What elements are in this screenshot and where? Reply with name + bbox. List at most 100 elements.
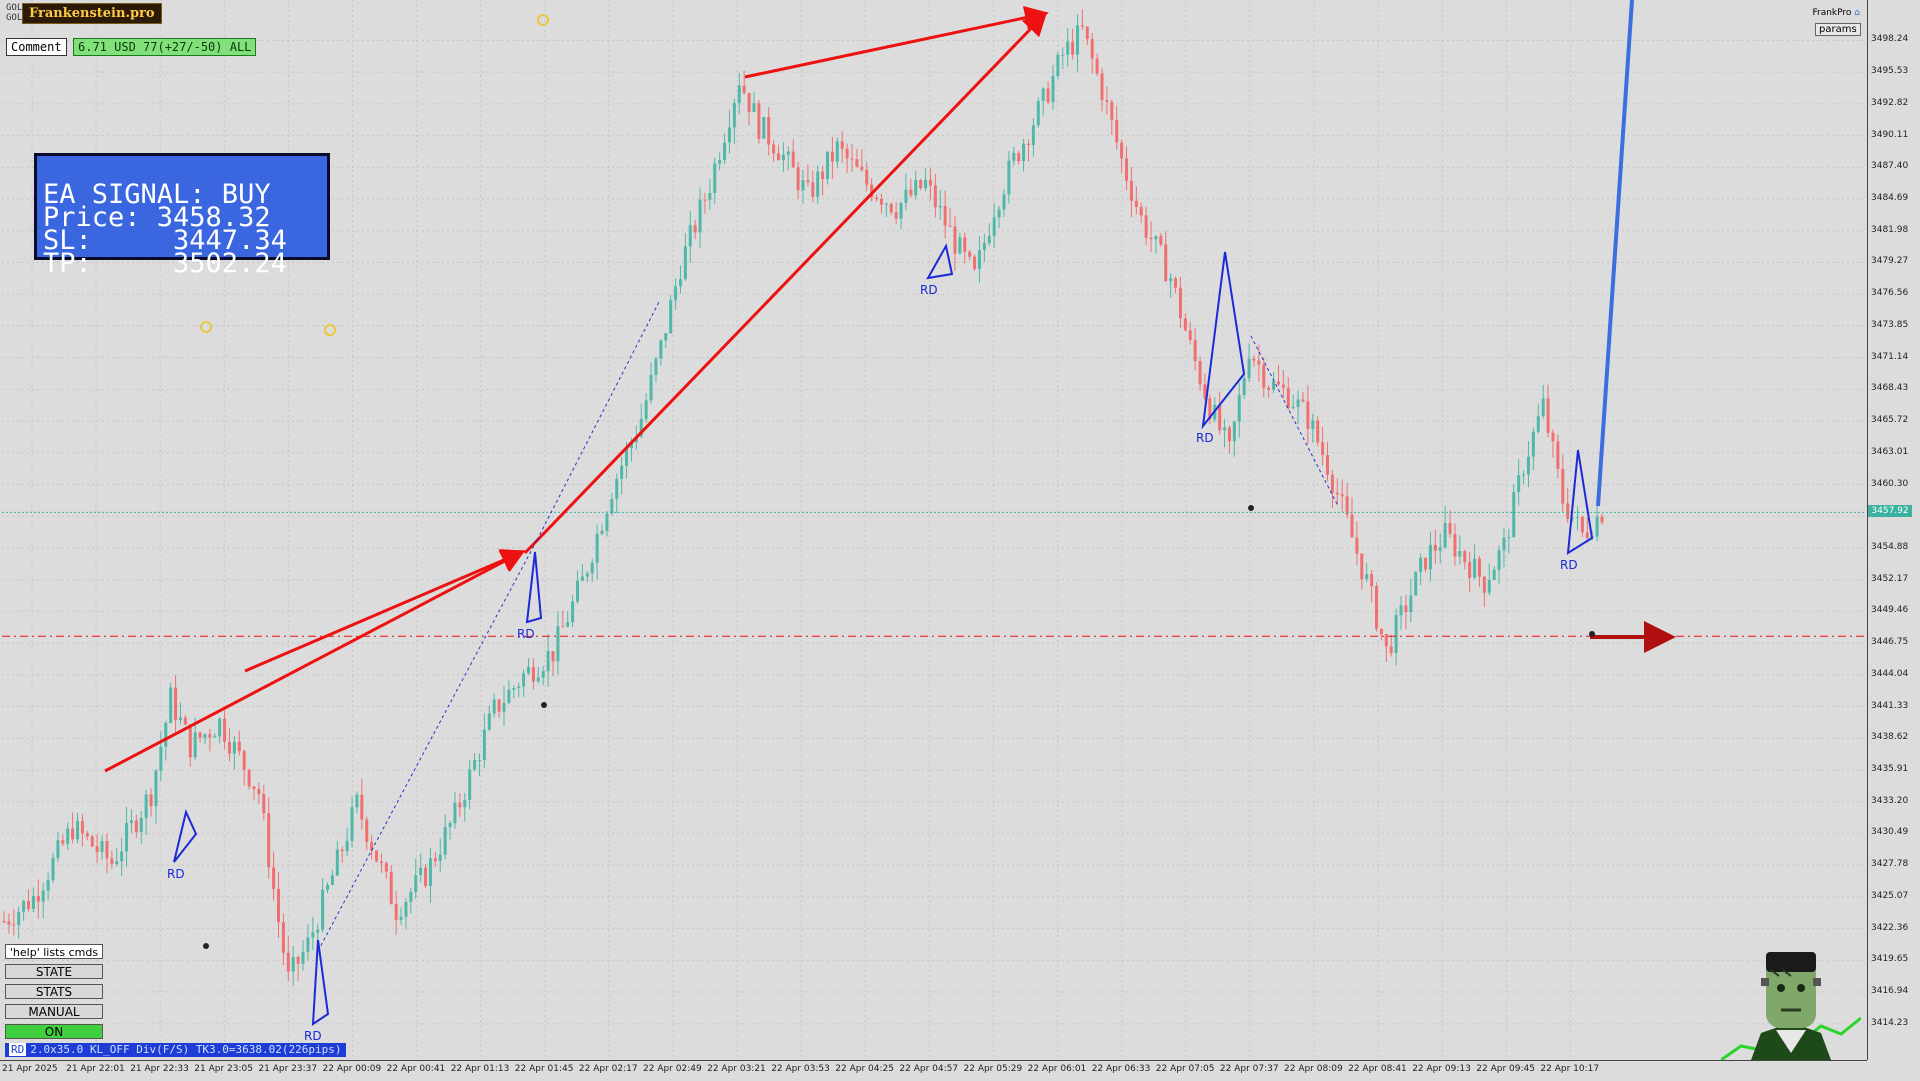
signal-direction: EA SIGNAL: BUY xyxy=(43,179,271,210)
candle-body xyxy=(512,688,516,690)
candle-body xyxy=(453,802,457,824)
candle-body xyxy=(1389,646,1393,653)
trade-exit-marker xyxy=(203,943,209,949)
candle-body xyxy=(904,189,908,203)
candle-body xyxy=(1536,416,1540,432)
candle-body xyxy=(561,626,565,628)
time-tick-label: 22 Apr 08:41 xyxy=(1348,1064,1407,1074)
candle-body xyxy=(884,203,888,205)
candle-body xyxy=(370,842,374,851)
candle-body xyxy=(1350,514,1354,538)
candle-body xyxy=(326,884,330,890)
time-axis[interactable] xyxy=(0,1060,1867,1081)
candle-body xyxy=(1502,537,1506,551)
candle-body xyxy=(1546,398,1550,433)
candle-body xyxy=(115,861,119,864)
candle-body xyxy=(227,741,231,754)
candle-body xyxy=(375,850,379,862)
candle-body xyxy=(1012,152,1016,161)
brand-logo[interactable]: Frankenstein.pro xyxy=(22,3,162,24)
stats-button[interactable]: STATS xyxy=(5,984,103,999)
candle-body xyxy=(1144,215,1148,238)
time-tick-label: 22 Apr 10:17 xyxy=(1540,1064,1600,1074)
candle-body xyxy=(1267,387,1271,390)
candle-body xyxy=(183,717,187,725)
candle-body xyxy=(144,794,148,818)
candle-body xyxy=(664,333,668,341)
candle-body xyxy=(1463,551,1467,563)
candle-body xyxy=(1164,244,1168,282)
price-tick-label: 3476.56 xyxy=(1871,288,1909,299)
candle-body xyxy=(1095,58,1099,74)
time-tick-label: 22 Apr 00:41 xyxy=(386,1064,446,1074)
candle-body xyxy=(683,246,687,280)
candle-body xyxy=(482,729,486,760)
candle-body xyxy=(1178,287,1182,319)
candle-body xyxy=(1404,605,1408,613)
candle-body xyxy=(860,166,864,170)
candle-body xyxy=(977,250,981,269)
candle-body xyxy=(1076,25,1080,55)
candle-body xyxy=(1247,358,1251,379)
candle-body xyxy=(12,924,16,926)
status-tag: RD xyxy=(9,1043,27,1056)
candle-body xyxy=(286,952,290,972)
candle-body xyxy=(1556,441,1560,469)
candle-body xyxy=(580,576,584,581)
time-tick-label: 22 Apr 00:09 xyxy=(322,1064,382,1074)
candle-body xyxy=(61,840,65,844)
candle-body xyxy=(1100,73,1104,101)
candle-body xyxy=(1017,152,1021,162)
candle-body xyxy=(438,854,442,862)
candle-body xyxy=(526,666,530,674)
candle-body xyxy=(796,167,800,191)
price-tick-label: 3490.11 xyxy=(1871,129,1909,140)
candle-body xyxy=(213,736,217,738)
on-toggle[interactable]: ON xyxy=(5,1024,103,1039)
price-tick-label: 3495.53 xyxy=(1871,66,1909,77)
candle-body xyxy=(350,807,354,841)
rd-pattern-label: RD xyxy=(304,1029,322,1043)
candle-body xyxy=(688,225,692,247)
rd-pattern-label: RD xyxy=(517,627,535,641)
price-axis[interactable] xyxy=(1867,0,1920,1060)
candle-body xyxy=(1595,516,1599,537)
candle-body xyxy=(105,841,109,859)
candle-body xyxy=(242,751,246,770)
candle-body xyxy=(703,199,707,201)
candle-body xyxy=(296,957,300,964)
rd-pattern-triangle xyxy=(525,551,543,624)
candle-body xyxy=(1276,381,1280,385)
time-tick-label: 22 Apr 02:49 xyxy=(643,1064,702,1074)
candle-body xyxy=(311,932,315,938)
candle-body xyxy=(889,203,893,213)
candle-body xyxy=(1149,237,1153,240)
price-tick-label: 3468.43 xyxy=(1871,383,1909,394)
candle-body xyxy=(237,741,241,752)
candle-body xyxy=(659,340,663,359)
pattern-connector xyxy=(1250,335,1339,507)
candle-body xyxy=(855,159,859,167)
time-tick-label: 22 Apr 02:17 xyxy=(578,1064,638,1074)
candle-body xyxy=(968,251,972,257)
comment-button[interactable]: Comment xyxy=(6,38,67,56)
state-button[interactable]: STATE xyxy=(5,964,103,979)
candle-body xyxy=(7,921,11,925)
candle-body xyxy=(1487,580,1491,593)
candle-body xyxy=(1262,364,1266,388)
price-tick-label: 3419.65 xyxy=(1871,954,1909,965)
candle-body xyxy=(1296,399,1300,408)
candle-body xyxy=(781,154,785,161)
params-button[interactable]: params xyxy=(1815,23,1861,36)
candle-body xyxy=(914,180,918,196)
candle-body xyxy=(992,217,996,237)
candle-body xyxy=(330,875,334,885)
candle-body xyxy=(933,185,937,208)
help-hint: 'help' lists cmds xyxy=(5,944,103,959)
candle-body xyxy=(389,871,393,905)
candle-body xyxy=(536,677,540,682)
candle-body xyxy=(1252,358,1256,361)
candle-body xyxy=(1541,398,1545,417)
manual-button[interactable]: MANUAL xyxy=(5,1004,103,1019)
candle-body xyxy=(468,769,472,800)
